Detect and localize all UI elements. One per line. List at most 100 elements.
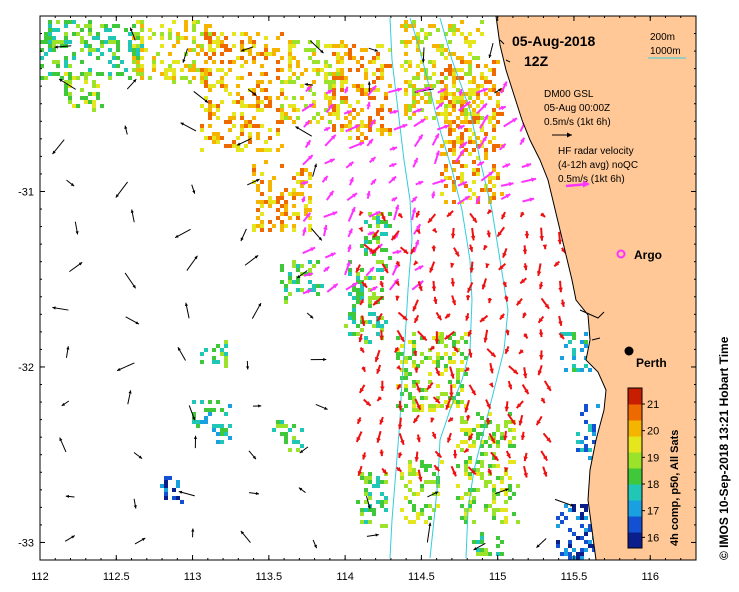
x-tick-label: 115.5 xyxy=(561,571,588,583)
radar-arrow-shelf xyxy=(358,210,364,216)
radar-arrow xyxy=(369,119,376,128)
sst-pixel xyxy=(332,84,336,88)
radar-arrow-shelf xyxy=(449,384,454,398)
sst-pixel xyxy=(516,520,520,524)
sst-pixel xyxy=(452,128,456,132)
sst-pixel xyxy=(252,88,256,92)
sst-pixel xyxy=(276,108,280,112)
sst-pixel xyxy=(488,68,492,72)
sst-pixel xyxy=(224,412,228,416)
sst-pixel xyxy=(412,340,416,344)
sst-pixel xyxy=(476,436,480,440)
sst-pixel xyxy=(208,136,212,140)
model-arrow xyxy=(247,178,260,186)
sst-pixel xyxy=(344,96,348,100)
sst-pixel xyxy=(400,24,404,28)
sst-pixel xyxy=(476,144,480,148)
sst-pixel xyxy=(48,40,52,44)
sst-pixel xyxy=(84,100,88,104)
sst-pixel xyxy=(280,268,284,272)
radar-arrow-shelf xyxy=(451,295,457,306)
sst-pixel xyxy=(504,520,508,524)
sst-pixel xyxy=(444,140,448,144)
sst-pixel xyxy=(460,172,464,176)
sst-pixel xyxy=(408,80,412,84)
sst-pixel xyxy=(224,428,228,432)
sst-pixel xyxy=(464,428,468,432)
sst-pixel xyxy=(308,56,312,60)
sst-pixel xyxy=(136,32,140,36)
radar-arrow-shelf xyxy=(523,452,528,462)
sst-pixel xyxy=(408,24,412,28)
radar-arrow-shelf xyxy=(502,281,507,288)
sst-pixel xyxy=(348,52,352,56)
sst-pixel xyxy=(488,188,492,192)
sst-pixel xyxy=(484,92,488,96)
sst-pixel xyxy=(584,548,588,552)
sst-pixel xyxy=(136,68,140,72)
sst-pixel xyxy=(372,216,376,220)
y-tick-label: -31 xyxy=(18,186,34,198)
sst-pixel xyxy=(480,460,484,464)
sst-pixel xyxy=(376,320,380,324)
sst-pixel xyxy=(308,40,312,44)
legend-1000m-label: 1000m xyxy=(650,46,681,57)
sst-pixel xyxy=(468,68,472,72)
sst-pixel xyxy=(448,356,452,360)
legend-model-scale: 0.5m/s (1kt 6h) xyxy=(544,117,611,128)
sst-pixel xyxy=(304,204,308,208)
sst-pixel xyxy=(452,332,456,336)
model-arrow xyxy=(65,494,75,499)
sst-pixel xyxy=(480,100,484,104)
radar-arrow-shelf xyxy=(376,312,383,322)
radar-arrow-shelf xyxy=(483,329,489,343)
radar-arrow-shelf xyxy=(523,465,528,478)
sst-pixel xyxy=(496,424,500,428)
sst-pixel xyxy=(168,64,172,68)
sst-pixel xyxy=(352,296,356,300)
sst-pixel xyxy=(204,24,208,28)
sst-pixel xyxy=(408,396,412,400)
sst-pixel xyxy=(364,124,368,128)
sst-pixel xyxy=(444,84,448,88)
sst-pixel xyxy=(440,460,444,464)
sst-pixel xyxy=(448,120,452,124)
sst-pixel xyxy=(564,516,568,520)
sst-pixel xyxy=(420,484,424,488)
sst-pixel xyxy=(484,504,488,508)
sst-pixel xyxy=(268,136,272,140)
coastline xyxy=(495,15,607,561)
sst-pixel xyxy=(428,76,432,80)
sst-pixel xyxy=(208,124,212,128)
sst-pixel xyxy=(504,500,508,504)
sst-pixel xyxy=(296,180,300,184)
sst-pixel xyxy=(468,44,472,48)
sst-pixel xyxy=(436,112,440,116)
model-arrow xyxy=(236,138,252,146)
sst-pixel xyxy=(172,72,176,76)
model-arrow xyxy=(124,272,137,289)
sst-pixel xyxy=(472,120,476,124)
sst-pixel xyxy=(284,224,288,228)
sst-pixel xyxy=(472,488,476,492)
sst-pixel xyxy=(476,540,480,544)
sst-pixel xyxy=(496,92,500,96)
sst-pixel xyxy=(380,316,384,320)
sst-pixel xyxy=(496,60,500,64)
sst-pixel xyxy=(240,148,244,152)
sst-pixel xyxy=(484,552,488,556)
radar-arrow-shelf xyxy=(363,398,372,407)
sst-pixel xyxy=(480,144,484,148)
sst-pixel xyxy=(376,128,380,132)
sst-pixel xyxy=(352,316,356,320)
sst-pixel xyxy=(296,172,300,176)
sst-pixel xyxy=(488,420,492,424)
sst-pixel xyxy=(412,20,416,24)
sst-pixel xyxy=(208,48,212,52)
radar-arrow xyxy=(326,283,339,293)
radar-arrow-shelf xyxy=(465,312,470,321)
radar-arrow xyxy=(431,133,440,146)
sst-pixel xyxy=(168,52,172,56)
sst-pixel xyxy=(64,72,68,76)
radar-arrow-shelf xyxy=(487,297,493,304)
